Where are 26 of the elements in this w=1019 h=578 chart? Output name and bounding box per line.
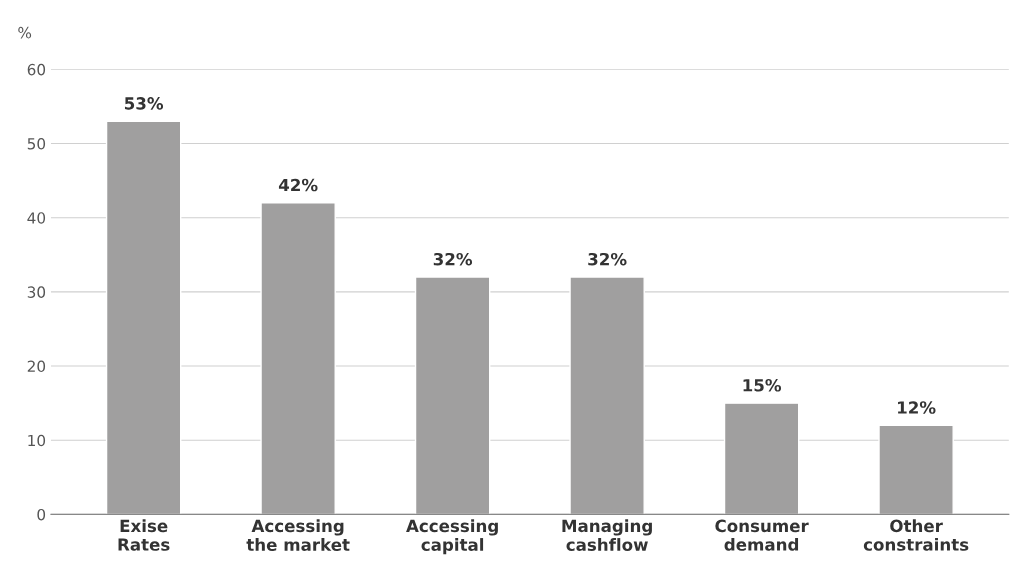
y-tick-label: 60	[27, 63, 46, 76]
y-tick-label: 10	[28, 434, 46, 447]
y-tick-label: 20	[27, 360, 46, 373]
bar	[569, 276, 645, 515]
y-tick-label: 30	[27, 286, 46, 298]
data-label: 53%	[124, 97, 164, 110]
x-tick-label: Managing cashflow	[562, 519, 652, 551]
bar	[878, 424, 954, 515]
x-tick-label: Accessing the market	[246, 519, 350, 551]
bar	[105, 120, 182, 515]
y-tick-label: 40	[27, 212, 46, 224]
x-tick-label: Consumer demand	[715, 519, 809, 551]
data-label: 15%	[743, 378, 782, 392]
x-tick-label: Exise Rates	[118, 519, 170, 551]
y-tick-label: 0	[37, 508, 46, 521]
y-axis-title: %	[18, 26, 32, 39]
y-tick-label: 50	[27, 138, 46, 150]
data-label: 12%	[898, 401, 936, 414]
x-tick-label: Accessing capital	[406, 519, 498, 555]
bar	[414, 276, 491, 515]
data-label: 42%	[278, 178, 318, 192]
bar	[723, 402, 800, 515]
x-tick-label: Other constraints	[863, 519, 969, 551]
bar	[260, 202, 336, 515]
data-label: 32%	[433, 252, 473, 266]
data-label: 32%	[588, 252, 627, 266]
